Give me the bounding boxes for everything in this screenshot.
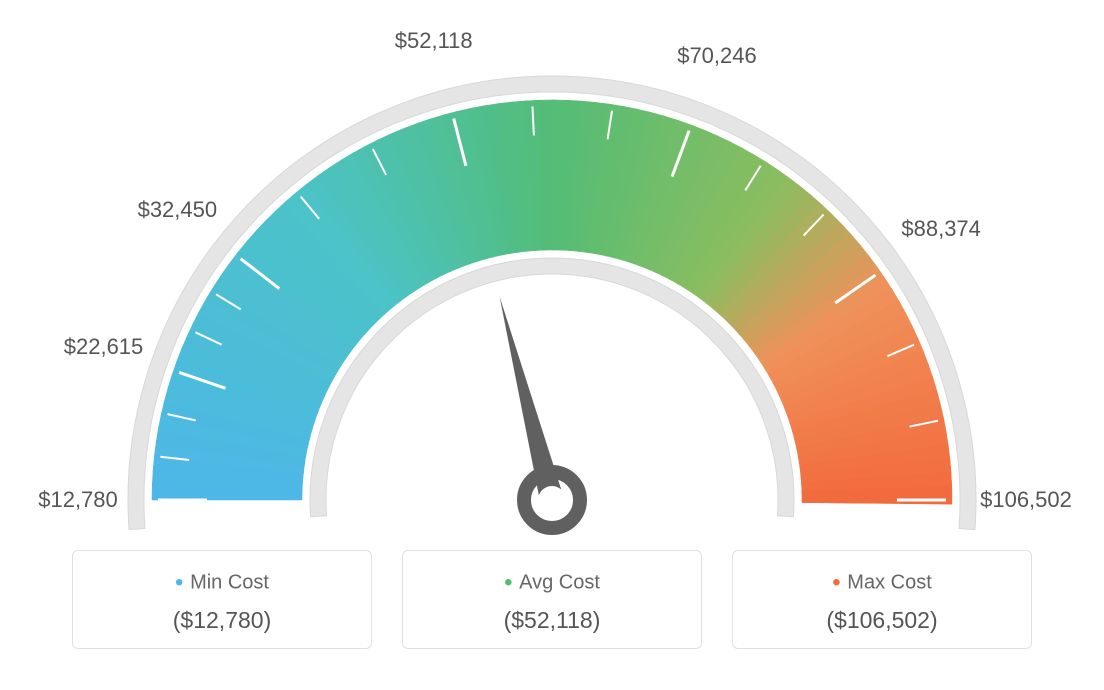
gauge-tick-label: $52,118: [395, 28, 473, 54]
legend-max-value: ($106,502): [743, 607, 1021, 634]
gauge-tick-label: $106,502: [980, 487, 1072, 513]
gauge-tick-label: $88,374: [901, 216, 981, 242]
legend-min-title: Min Cost: [83, 569, 361, 597]
legend-min-card: Min Cost ($12,780): [72, 550, 372, 649]
legend-min-value: ($12,780): [83, 607, 361, 634]
gauge-tick-label: $12,780: [38, 487, 118, 513]
gauge-chart: $12,780 $22,615 $32,450 $52,118 $70,246 $88,3…: [0, 0, 1104, 540]
legend-max-title: Max Cost: [743, 569, 1021, 597]
gauge-tick-label: $22,615: [64, 334, 144, 360]
legend-avg-title: Avg Cost: [413, 569, 691, 597]
legend-avg-card: Avg Cost ($52,118): [402, 550, 702, 649]
gauge-tick-label: $32,450: [138, 197, 218, 223]
gauge-tick-label: $70,246: [677, 43, 757, 69]
gauge-svg: [42, 20, 1062, 540]
legend-avg-value: ($52,118): [413, 607, 691, 634]
legend-row: Min Cost ($12,780) Avg Cost ($52,118) Ma…: [0, 550, 1104, 649]
legend-max-card: Max Cost ($106,502): [732, 550, 1032, 649]
